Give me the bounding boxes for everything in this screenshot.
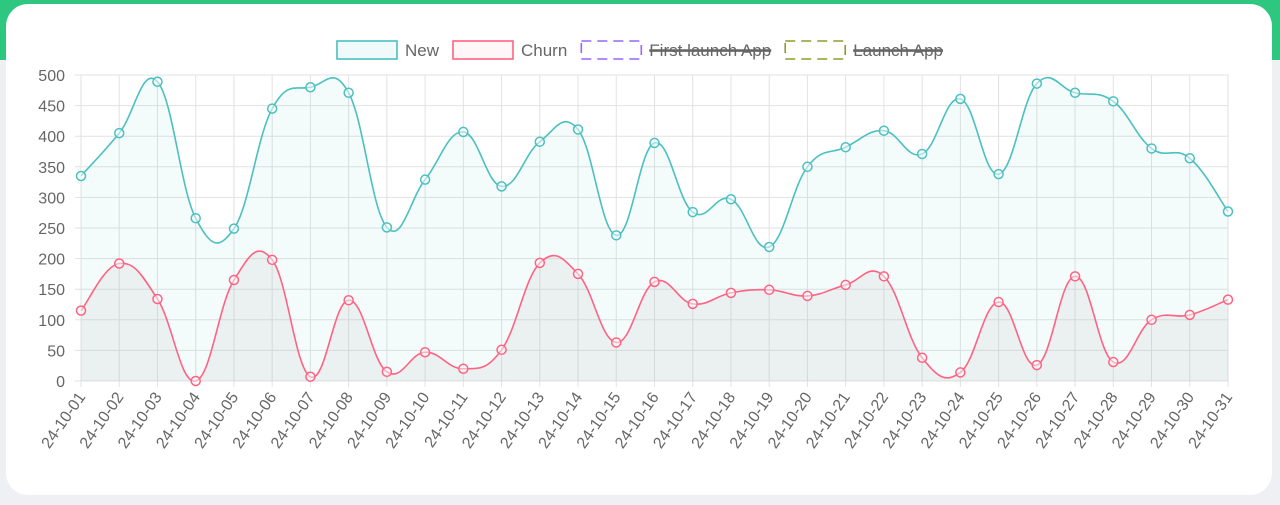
new-data-point (535, 137, 544, 146)
new-data-point (191, 214, 200, 223)
churn-data-point (803, 291, 812, 300)
y-tick-label: 100 (38, 313, 65, 330)
legend-swatch-launch-app (785, 41, 845, 59)
churn-data-point (421, 348, 430, 357)
churn-data-point (879, 272, 888, 281)
churn-data-point (1032, 361, 1041, 370)
churn-data-point (726, 288, 735, 297)
y-tick-label: 500 (38, 68, 65, 85)
new-data-point (650, 138, 659, 147)
legend-swatch-new (337, 41, 397, 59)
x-axis-ticks: 24-10-0124-10-0224-10-0324-10-0424-10-05… (39, 389, 1237, 451)
churn-data-point (1224, 295, 1233, 304)
new-data-point (1071, 88, 1080, 97)
new-data-point (1224, 207, 1233, 216)
churn-data-point (382, 367, 391, 376)
y-tick-label: 250 (38, 221, 65, 238)
churn-data-point (1147, 315, 1156, 324)
new-data-point (306, 83, 315, 92)
churn-data-point (268, 255, 277, 264)
churn-data-point (77, 306, 86, 315)
churn-data-point (306, 372, 315, 381)
churn-data-point (344, 296, 353, 305)
y-tick-label: 200 (38, 252, 65, 269)
churn-data-point (765, 285, 774, 294)
new-data-point (803, 162, 812, 171)
churn-data-point (956, 368, 965, 377)
new-data-point (1147, 144, 1156, 153)
y-tick-label: 350 (38, 160, 65, 177)
churn-data-point (535, 258, 544, 267)
new-data-point (268, 104, 277, 113)
new-data-point (229, 224, 238, 233)
y-tick-label: 50 (47, 343, 65, 360)
churn-data-point (1071, 272, 1080, 281)
churn-data-point (115, 259, 124, 268)
churn-data-point (994, 298, 1003, 307)
new-data-point (918, 149, 927, 158)
y-tick-label: 0 (56, 374, 65, 391)
churn-data-point (153, 294, 162, 303)
new-data-point (1185, 154, 1194, 163)
new-data-point (1032, 79, 1041, 88)
legend-label-new: New (405, 41, 440, 60)
new-data-point (153, 77, 162, 86)
new-data-point (115, 129, 124, 138)
new-data-point (956, 94, 965, 103)
new-data-point (688, 208, 697, 217)
new-data-point (726, 195, 735, 204)
churn-data-point (459, 364, 468, 373)
churn-data-point (650, 277, 659, 286)
new-data-point (765, 242, 774, 251)
new-data-point (1109, 97, 1118, 106)
new-data-point (879, 126, 888, 135)
y-axis-ticks: 0 50 100 150 200 250 300 350 400 450 500 (38, 68, 65, 391)
legend-swatch-first-launch-app (581, 41, 641, 59)
new-data-point (612, 231, 621, 240)
new-data-point (421, 175, 430, 184)
y-tick-label: 400 (38, 129, 65, 146)
churn-data-point (1109, 358, 1118, 367)
new-data-point (344, 88, 353, 97)
new-data-point (497, 182, 506, 191)
new-data-point (459, 127, 468, 136)
churn-data-point (841, 280, 850, 289)
churn-data-point (191, 377, 200, 386)
churn-data-point (229, 276, 238, 285)
new-data-point (382, 223, 391, 232)
churn-data-point (688, 299, 697, 308)
new-data-point (574, 125, 583, 134)
churn-data-point (612, 338, 621, 347)
new-data-point (841, 143, 850, 152)
churn-data-point (1185, 310, 1194, 319)
y-tick-label: 450 (38, 99, 65, 116)
legend-swatch-churn (453, 41, 513, 59)
y-tick-label: 300 (38, 190, 65, 207)
churn-data-point (497, 345, 506, 354)
legend-label-churn: Churn (521, 41, 567, 60)
chart-legend: New Churn First launch App Launch App (337, 41, 943, 60)
new-data-point (77, 171, 86, 180)
churn-data-point (574, 269, 583, 278)
y-tick-label: 150 (38, 282, 65, 299)
churn-data-point (918, 353, 927, 362)
new-data-point (994, 170, 1003, 179)
